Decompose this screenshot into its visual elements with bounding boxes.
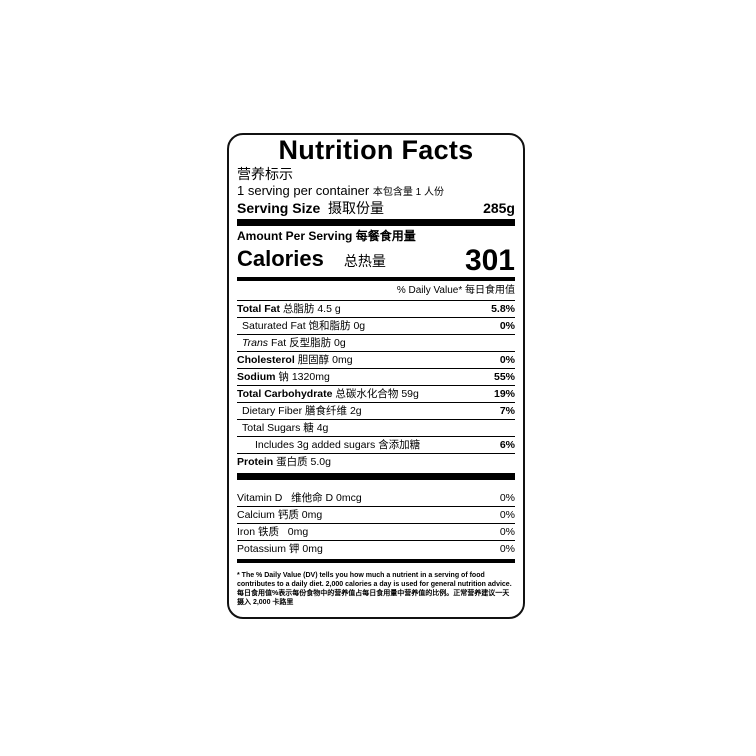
nutrient-row: Cholesterol 胆固醇 0mg 0% — [237, 352, 515, 369]
vitamin-name: Vitamin D 维他命 D 0mcg — [237, 492, 362, 504]
label-title-cn: 营养标示 — [237, 166, 293, 182]
nutrient-amount: 蛋白质 5.0g — [276, 456, 331, 468]
nutrient-name: Total Sugars — [242, 422, 301, 434]
nutrient-amount: 糖 4g — [303, 422, 329, 434]
nutrient-row: Total Carbohydrate 总碳水化合物 59g 19% — [237, 386, 515, 403]
nutrient-name: Total Carbohydrate — [237, 388, 333, 400]
nutrient-name: Total Fat — [237, 303, 280, 315]
nutrient-amount: 反型脂肪 0g — [289, 337, 346, 349]
vitamin-dv: 0% — [499, 492, 515, 504]
nutrient-amount: 钠 1320mg — [278, 371, 330, 383]
footnote-cn: 每日食用值%表示每份食物中的营养值占每日食用量中营养值的比例。正常营养建议一天摄… — [237, 590, 510, 606]
servings-text-cn: 本包含量 1 人份 — [372, 187, 444, 198]
nutrient-name-suffix: Fat — [268, 337, 287, 349]
nutrient-row: Dietary Fiber 膳食纤维 2g 7% — [237, 403, 515, 420]
nutrient-amount: 胆固醇 0mg — [297, 354, 353, 366]
divider — [237, 277, 515, 281]
serving-size-value: 285g — [483, 200, 515, 216]
divider — [237, 473, 515, 480]
nutrient-amount: 含添加糖 — [378, 439, 421, 451]
calories-row: Calories 总热量 301 — [237, 244, 515, 277]
divider — [237, 559, 515, 563]
vitamin-name: Potassium 钾 0mg — [237, 543, 323, 555]
nutrient-row: Sodium 钠 1320mg 55% — [237, 369, 515, 386]
nutrient-amount: 饱和脂肪 0g — [308, 320, 366, 332]
vitamin-row: Vitamin D 维他命 D 0mcg 0% — [237, 490, 515, 507]
nutrition-label: Nutrition Facts 营养标示 1 serving per conta… — [227, 133, 525, 619]
vitamin-row: Iron 铁质 0mg 0% — [237, 524, 515, 541]
nutrient-name: Dietary Fiber — [242, 405, 303, 417]
serving-size: Serving Size 摄取份量 285g — [237, 201, 515, 216]
vitamin-name: Calcium 钙质 0mg — [237, 509, 323, 521]
nutrient-dv: 19% — [493, 388, 515, 400]
nutrient-dv: 7% — [499, 405, 515, 417]
vitamin-row: Potassium 钾 0mg 0% — [237, 541, 515, 557]
nutrient-name: Saturated Fat — [242, 320, 306, 332]
calories-value: 301 — [464, 244, 515, 277]
nutrient-amount: 总脂肪 4.5 g — [282, 303, 341, 315]
nutrient-dv: 0% — [499, 320, 515, 332]
servings-per-container: 1 serving per container 本包含量 1 人份 — [237, 183, 515, 201]
vitamin-dv: 0% — [499, 509, 515, 521]
nutrient-row: Protein 蛋白质 5.0g — [237, 454, 515, 470]
vitamin-dv: 0% — [499, 543, 515, 555]
divider — [237, 219, 515, 226]
nutrient-dv: 5.8% — [491, 303, 515, 315]
amount-per-serving: Amount Per Serving 每餐食用量 — [237, 229, 416, 243]
vitamin-row: Calcium 钙质 0mg 0% — [237, 507, 515, 524]
nutrient-row: Total Sugars 糖 4g — [237, 420, 515, 437]
nutrient-dv: 6% — [499, 439, 515, 451]
vitamin-dv: 0% — [499, 526, 515, 538]
nutrient-name: Sodium — [237, 371, 276, 383]
nutrient-row: Includes 3g added sugars 含添加糖 6% — [237, 437, 515, 454]
label-title: Nutrition Facts — [278, 135, 474, 165]
serving-size-label: Serving Size — [237, 200, 321, 216]
servings-text: 1 serving per container — [237, 183, 370, 198]
footnote-en: * The % Daily Value (DV) tells you how m… — [237, 572, 512, 588]
calories-cn: 总热量 — [343, 253, 386, 269]
daily-value-header: % Daily Value* 每日食用值 — [237, 283, 515, 301]
nutrient-row: Trans Fat 反型脂肪 0g — [237, 335, 515, 352]
nutrient-row: Total Fat 总脂肪 4.5 g 5.8% — [237, 301, 515, 318]
nutrient-amount: 总碳水化合物 59g — [335, 388, 419, 400]
nutrient-name: Cholesterol — [237, 354, 295, 366]
nutrient-amount: 膳食纤维 2g — [305, 405, 362, 417]
calories-label: Calories — [237, 246, 324, 271]
serving-size-cn: 摄取份量 — [328, 200, 385, 216]
nutrient-name: Includes 3g added sugars — [255, 439, 376, 451]
nutrient-name: Trans — [242, 337, 269, 349]
vitamin-name: Iron 铁质 0mg — [237, 526, 309, 538]
nutrient-name: Protein — [237, 456, 274, 468]
nutrient-dv: 55% — [493, 371, 515, 383]
nutrient-row: Saturated Fat 饱和脂肪 0g 0% — [237, 318, 515, 335]
nutrient-dv: 0% — [499, 354, 515, 366]
